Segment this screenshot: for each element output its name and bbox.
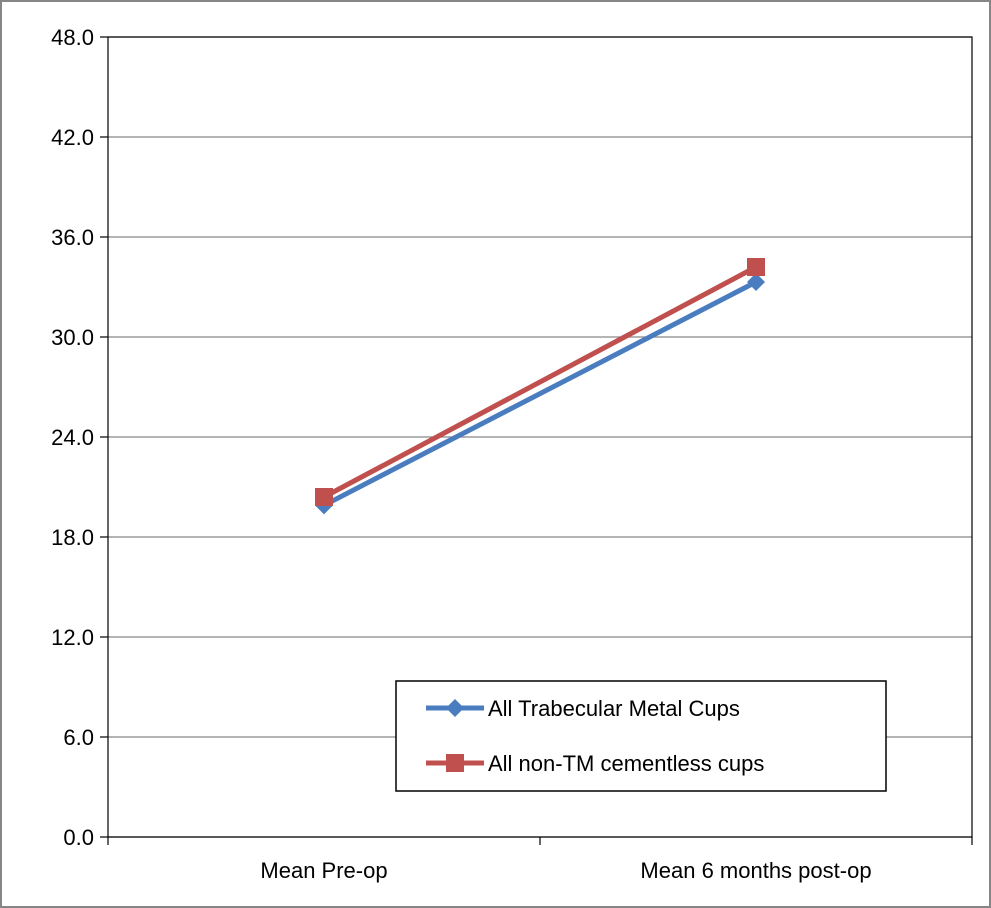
data-point-square: [747, 258, 765, 276]
y-tick-label: 0.0: [63, 825, 94, 850]
legend-box: [395, 680, 887, 792]
legend-marker-diamond: [446, 699, 464, 717]
legend-entry: All non-TM cementless cups: [426, 751, 764, 776]
legend-marker-square: [446, 754, 464, 772]
series-line: [322, 264, 758, 500]
x-tick-label: Mean Pre-op: [260, 858, 387, 883]
y-tick-label: 18.0: [51, 525, 94, 550]
y-tick-label: 12.0: [51, 625, 94, 650]
y-tick-label: 42.0: [51, 125, 94, 150]
axes: 0.0 6.0 12.0 18.0 24.0 30.0 36.0 42.0 48.0 Mean P…: [51, 25, 973, 883]
y-tick-label: 24.0: [51, 425, 94, 450]
legend-entry: All Trabecular Metal Cups: [426, 696, 740, 721]
legend-label: All non-TM cementless cups: [488, 751, 764, 776]
y-tick-label: 6.0: [63, 725, 94, 750]
series-group: [315, 258, 765, 515]
series-2: [315, 258, 765, 506]
legend-label: All Trabecular Metal Cups: [488, 696, 740, 721]
data-point-square: [315, 488, 333, 506]
y-tick-label: 30.0: [51, 325, 94, 350]
series-line: [322, 279, 758, 508]
y-tick-label: 36.0: [51, 225, 94, 250]
legend: All Trabecular Metal Cups All non-TM ceme…: [395, 680, 887, 792]
data-point-diamond: [747, 273, 765, 291]
x-tick-label: Mean 6 months post-op: [640, 858, 871, 883]
y-tick-label: 48.0: [51, 25, 94, 50]
